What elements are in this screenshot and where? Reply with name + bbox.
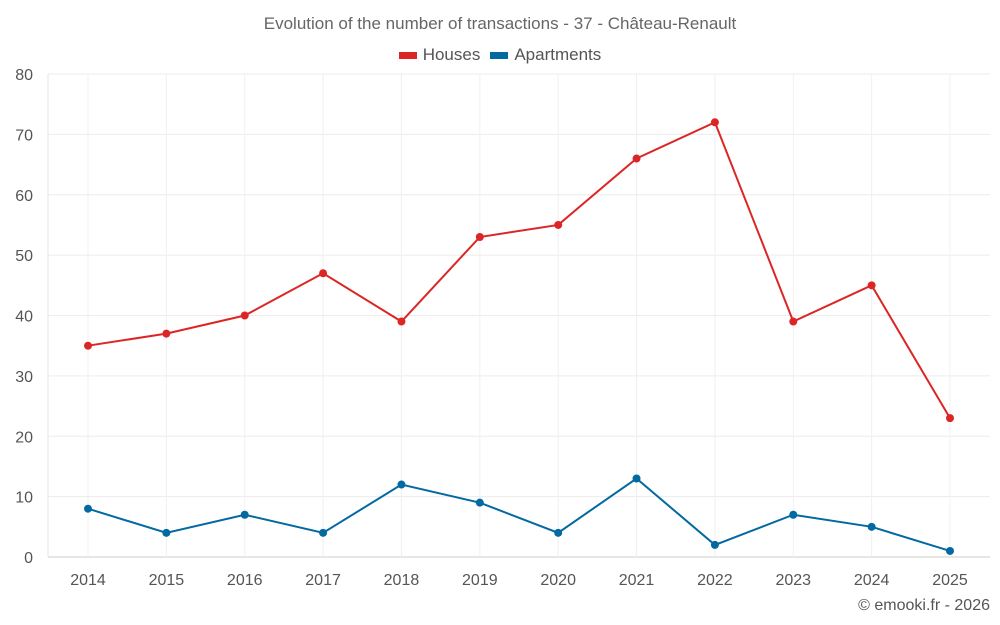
data-point-houses [867,281,876,290]
data-point-houses [710,118,719,127]
series-line-apartments [87,477,951,552]
data-point-apartments [789,510,798,519]
y-tick-label: 0 [24,550,33,567]
x-tick-label: 2017 [305,572,341,589]
data-point-apartments [162,528,171,537]
data-point-houses [475,233,484,242]
chart-title: Evolution of the number of transactions … [263,14,737,33]
x-tick-label: 2021 [619,572,655,589]
data-point-houses [632,154,641,163]
y-tick-label: 10 [15,490,33,507]
x-tick-label: 2019 [462,572,498,589]
series-line-houses [87,120,951,419]
data-point-apartments [397,480,406,489]
y-tick-label: 70 [15,127,33,144]
data-point-houses [240,311,249,320]
y-tick-label: 80 [15,67,33,84]
data-point-houses [319,269,328,278]
y-tick-label: 20 [15,429,33,446]
x-tick-label: 2016 [227,572,263,589]
x-tick-label: 2022 [697,572,733,589]
data-point-houses [397,317,406,326]
x-tick-label: 2024 [854,572,890,589]
data-point-apartments [946,546,954,555]
legend-label-apartments: Apartments [514,45,602,64]
data-point-houses [946,414,954,423]
x-tick-label: 2015 [149,572,185,589]
y-tick-label: 40 [15,309,33,326]
data-point-apartments [867,522,876,531]
y-tick-label: 60 [15,188,33,205]
data-point-apartments [554,528,563,537]
data-point-houses [162,329,171,338]
x-tick-label: 2014 [70,572,106,589]
legend-swatch-houses [398,51,417,59]
data-point-apartments [632,474,641,483]
data-point-houses [789,317,798,326]
y-tick-label: 50 [15,248,33,265]
legend-item-apartments[interactable]: Apartments [490,45,601,65]
data-point-apartments [240,510,249,519]
credit: © emooki.fr - 2026 [858,597,990,614]
data-point-houses [84,341,92,350]
legend-label-houses: Houses [422,45,481,64]
x-tick-label: 2023 [775,572,811,589]
data-point-houses [554,220,563,229]
legend-item-houses[interactable]: Houses [398,45,481,65]
legend-swatch-apartments [490,51,509,59]
data-point-apartments [710,540,719,549]
x-tick-label: 2018 [384,572,420,589]
x-tick-label: 2020 [540,572,576,589]
data-point-apartments [319,528,328,537]
data-point-apartments [475,498,484,507]
legend: Houses Apartments [0,45,1000,65]
y-tick-label: 30 [15,369,33,386]
data-point-apartments [84,504,92,513]
x-tick-label: 2025 [932,572,968,589]
